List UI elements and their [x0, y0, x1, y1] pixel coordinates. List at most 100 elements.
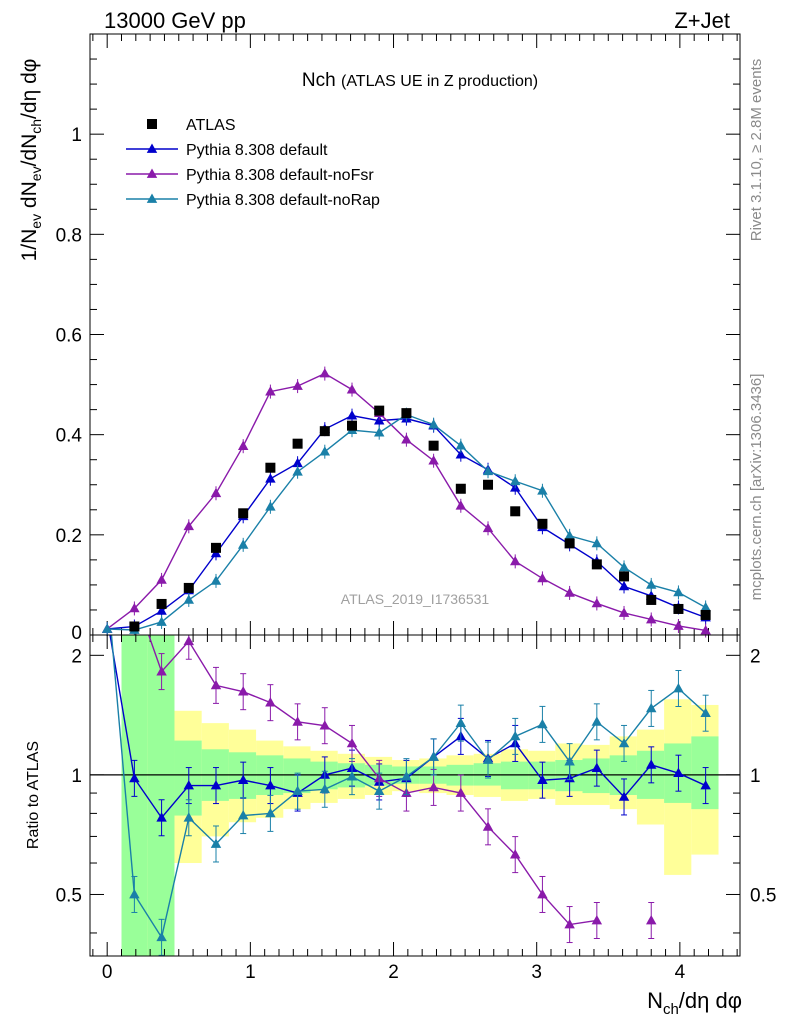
- data-point: [347, 420, 358, 431]
- data-point: [374, 405, 385, 416]
- chart-title: Nch (ATLAS UE in Z production): [302, 70, 538, 91]
- ratio-point: [346, 737, 358, 748]
- data-point: [455, 483, 466, 494]
- ylabel-p1: 1/N: [18, 229, 41, 262]
- ratio-point: [646, 759, 657, 769]
- green-band-bin: [174, 740, 202, 816]
- series-point: [156, 605, 167, 615]
- y-tick-label-main: 0.4: [56, 426, 83, 447]
- ratio-point: [482, 821, 494, 831]
- ratio-point: [700, 707, 711, 718]
- ratio-point: [265, 807, 276, 818]
- series-point: [129, 602, 140, 613]
- data-point: [700, 609, 711, 620]
- ylabel-p3: /dN: [18, 134, 41, 167]
- x-tick-label: 1: [245, 962, 256, 983]
- y-tick-label-main-zero: 0: [71, 623, 82, 644]
- series-point: [564, 587, 575, 597]
- series-point: [292, 457, 303, 468]
- xlabel-main: N: [647, 988, 663, 1013]
- legend: ATLAS Pythia 8.308 default Pythia 8.308 de…: [126, 117, 380, 209]
- series-point: [319, 368, 331, 378]
- data-point: [673, 603, 684, 614]
- series-point: [700, 624, 711, 635]
- y-tick-label-ratio: 0.5: [56, 885, 82, 906]
- data-point: [401, 408, 412, 419]
- ratio-panel: 0 1 2 3 4 0.5 0.5 1 1 2 2 Ratio to ATLAS: [25, 635, 776, 983]
- series-point: [673, 620, 684, 630]
- data-point: [156, 598, 167, 609]
- ratio-point: [591, 762, 603, 772]
- data-point: [483, 479, 494, 490]
- data-point: [292, 438, 303, 449]
- series-point: [292, 380, 303, 390]
- ratio-point: [210, 780, 222, 790]
- series-point: [237, 440, 249, 451]
- y-tick-label-main: 0.2: [56, 526, 82, 547]
- legend-label: Pythia 8.308 default-noRap: [186, 192, 380, 209]
- series-point: [591, 597, 603, 608]
- ratio-point: [129, 888, 140, 899]
- data-point: [537, 518, 548, 529]
- ratio-point: [455, 787, 467, 797]
- ratio-point: [129, 772, 140, 783]
- data-point: [619, 571, 630, 582]
- ylabel-s2: ev: [28, 166, 44, 181]
- series-point: [265, 386, 276, 396]
- ylabel-s3: ch: [28, 119, 44, 134]
- legend-marker: [146, 168, 158, 178]
- ratio-point: [265, 697, 276, 707]
- series-point: [319, 446, 331, 456]
- series-point: [183, 594, 195, 604]
- ratio-point: [265, 780, 276, 790]
- x-tick-label: 2: [388, 962, 399, 983]
- ratio-point: [700, 780, 711, 790]
- y-tick-label-ratio: 1: [71, 766, 82, 787]
- ratio-point: [428, 781, 439, 792]
- ratio-frame: [89, 634, 741, 957]
- series-point: [265, 501, 276, 511]
- ratio-point: [183, 812, 195, 822]
- series-point: [373, 427, 385, 437]
- series-point: [292, 466, 303, 476]
- green-band-bin: [147, 635, 175, 956]
- ratio-point: [156, 812, 167, 822]
- series-point: [646, 613, 657, 624]
- ratio-bands: [90, 635, 740, 956]
- ratio-point: [183, 635, 195, 646]
- ratio-point: [237, 774, 249, 784]
- ylabel-p4: /dη dφ: [18, 59, 41, 119]
- main-ticks: 0.2 0.4 0.6 0.8 1 0: [56, 33, 740, 644]
- y-axis-label-ratio: Ratio to ATLAS: [25, 741, 42, 849]
- header-left: 13000 GeV pp: [104, 8, 246, 33]
- series-point: [210, 575, 222, 585]
- series-point: [482, 522, 494, 533]
- series-point: [156, 616, 167, 626]
- y-tick-label-main: 1: [71, 125, 82, 146]
- series-point: [428, 419, 439, 429]
- ratio-series: [109, 635, 711, 956]
- series-point: [509, 555, 521, 566]
- series-point: [509, 475, 521, 486]
- series-point: [428, 455, 439, 465]
- data-point: [210, 542, 221, 553]
- ratio-point: [156, 666, 167, 676]
- series-point: [346, 410, 358, 420]
- ylabel-p2: dN: [18, 181, 41, 214]
- chart-title-main: Nch: [302, 70, 336, 91]
- series-point: [618, 580, 630, 591]
- data-point: [238, 508, 249, 519]
- ratio-point: [646, 914, 657, 925]
- series-point: [455, 440, 467, 450]
- y-tick-label-main: 0.8: [56, 225, 82, 246]
- ratio-point: [509, 730, 521, 741]
- y-tick-label-ratio-right: 2: [750, 646, 761, 667]
- series-point: [673, 586, 684, 597]
- green-band-bin: [691, 736, 719, 810]
- ratio-point: [237, 686, 249, 696]
- series-point: [700, 601, 711, 612]
- legend-label: Pythia 8.308 default-noFsr: [186, 167, 374, 184]
- legend-label-data: ATLAS: [186, 117, 236, 134]
- xlabel-sub: ch: [663, 1001, 679, 1018]
- legend-label: Pythia 8.308 default: [186, 142, 328, 159]
